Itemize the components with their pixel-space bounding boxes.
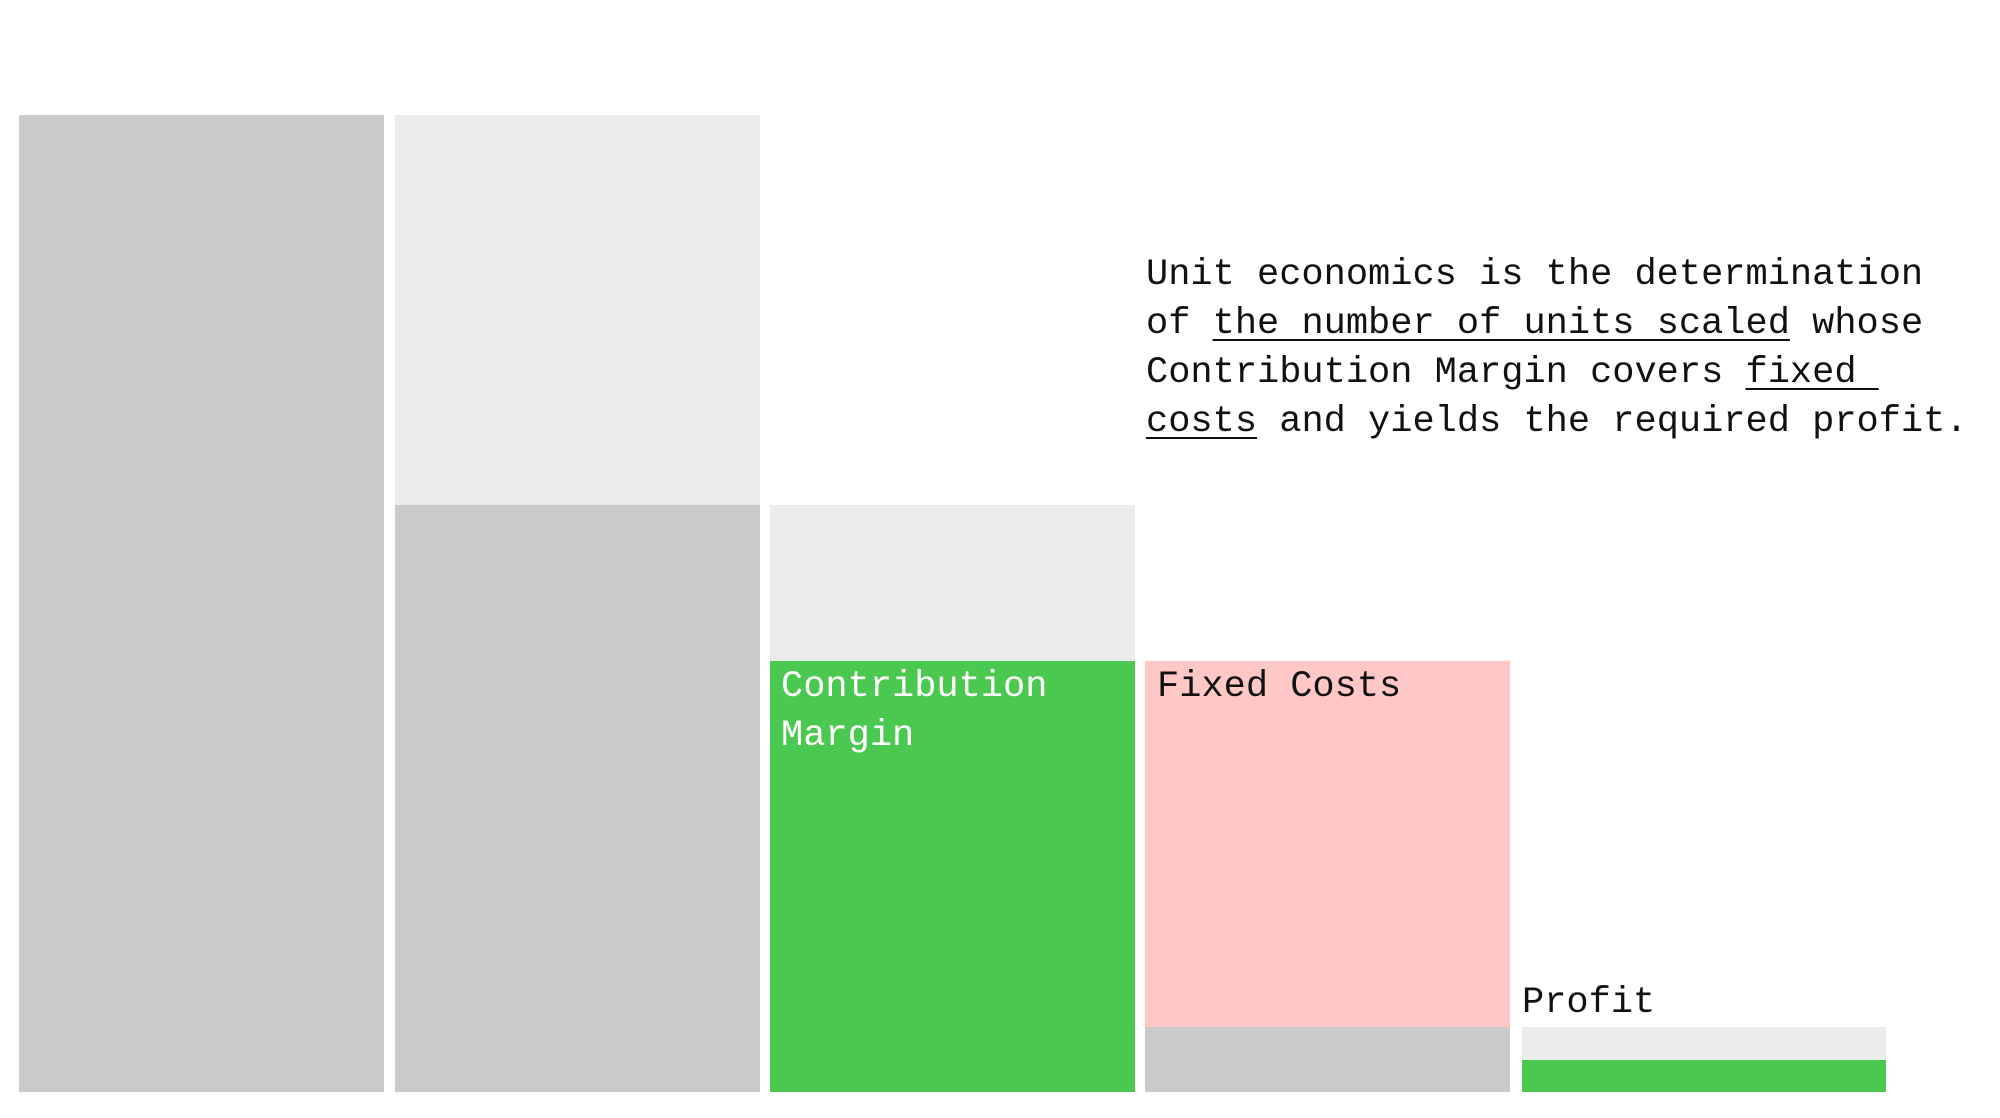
- label: Fixed Costs: [1157, 666, 1402, 708]
- description-line: of the number of units scaled whose: [1146, 300, 1968, 349]
- description-line: Unit economics is the determination: [1146, 251, 1968, 300]
- block: [19, 115, 384, 1092]
- profit-block: [1522, 1060, 1886, 1092]
- fixed-costs-block: [1145, 661, 1510, 1027]
- description-line: Contribution Margin covers fixed: [1146, 349, 1968, 398]
- block: [395, 115, 760, 505]
- label: Contribution Margin: [781, 666, 1048, 757]
- block: [395, 505, 760, 1092]
- link[interactable]: the number of units scaled: [1212, 303, 1790, 345]
- block: [1522, 1027, 1886, 1060]
- link[interactable]: fixed: [1745, 352, 1879, 394]
- text: and yields the required profit.: [1257, 401, 1968, 443]
- text: whose: [1789, 303, 1924, 345]
- link[interactable]: costs: [1146, 401, 1258, 443]
- label: Profit: [1522, 982, 1656, 1024]
- block: [770, 505, 1135, 661]
- block: [1145, 1027, 1510, 1092]
- description: Unit economics is the determination of th…: [1146, 251, 1968, 447]
- text: of: [1146, 303, 1213, 345]
- text: Unit economics is the determination: [1146, 254, 1924, 296]
- contribution-block: [770, 661, 1135, 1092]
- text: Contribution Margin covers: [1146, 352, 1746, 394]
- description-line: costs and yields the required profit.: [1146, 398, 1968, 447]
